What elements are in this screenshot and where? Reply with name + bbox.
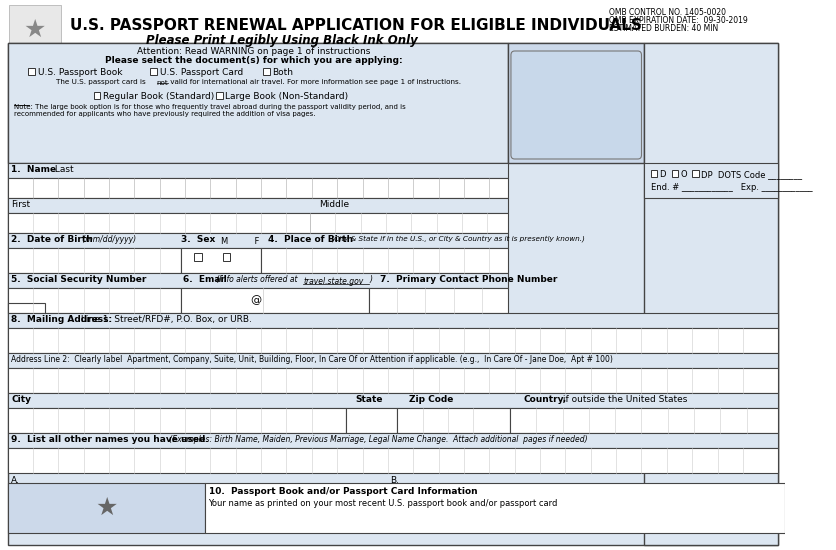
- Bar: [9, 5, 61, 55]
- Text: not: not: [157, 80, 169, 86]
- Bar: [181, 248, 261, 273]
- Text: Country,: Country,: [523, 395, 566, 404]
- Text: U.S. Passport Card: U.S. Passport Card: [160, 68, 243, 77]
- Bar: [8, 328, 777, 353]
- Text: @: @: [250, 295, 261, 305]
- Bar: [397, 408, 510, 433]
- Bar: [8, 393, 777, 408]
- Bar: [28, 68, 35, 75]
- Bar: [645, 163, 777, 198]
- Text: (Examples: Birth Name, Maiden, Previous Marriage, Legal Name Change.  Attach add: (Examples: Birth Name, Maiden, Previous …: [167, 435, 588, 444]
- Bar: [8, 198, 508, 213]
- Bar: [8, 163, 508, 178]
- Text: Zip Code: Zip Code: [409, 395, 453, 404]
- Bar: [8, 353, 777, 368]
- Text: Address Line 2:  Clearly label  Apartment, Company, Suite, Unit, Building, Floor: Address Line 2: Clearly label Apartment,…: [11, 355, 613, 364]
- Text: (Info alerts offered at: (Info alerts offered at: [214, 275, 300, 284]
- Bar: [692, 170, 699, 177]
- Text: Line 1: Street/RFD#, P.O. Box, or URB.: Line 1: Street/RFD#, P.O. Box, or URB.: [78, 315, 252, 324]
- Text: if outside the United States: if outside the United States: [560, 395, 687, 404]
- Text: 3.  Sex: 3. Sex: [181, 235, 216, 244]
- Bar: [8, 303, 45, 313]
- Bar: [8, 43, 508, 163]
- Text: (mm/dd/yyyy): (mm/dd/yyyy): [79, 235, 136, 244]
- Text: 10.  Passport Book and/or Passport Card Information: 10. Passport Book and/or Passport Card I…: [208, 487, 477, 496]
- Text: Large Book (Non-Standard): Large Book (Non-Standard): [226, 92, 349, 101]
- Bar: [8, 313, 777, 328]
- Text: City: City: [11, 395, 31, 404]
- Text: (City & State if in the U.S., or City & Country as it is presently known.): (City & State if in the U.S., or City & …: [329, 235, 584, 241]
- Bar: [181, 288, 370, 313]
- Bar: [8, 433, 777, 448]
- Text: B.: B.: [390, 476, 399, 485]
- Bar: [8, 248, 181, 273]
- Bar: [8, 288, 181, 313]
- Text: 6.  Email: 6. Email: [183, 275, 227, 284]
- Bar: [94, 92, 100, 99]
- Text: End. # ____________   Exp. ____________: End. # ____________ Exp. ____________: [651, 183, 813, 192]
- Text: Both: Both: [273, 68, 293, 77]
- Bar: [645, 43, 777, 545]
- Text: Please select the document(s) for which you are applying:: Please select the document(s) for which …: [104, 56, 402, 65]
- Bar: [8, 273, 508, 288]
- Text: OMB EXPIRATION DATE:  09-30-2019: OMB EXPIRATION DATE: 09-30-2019: [609, 16, 747, 25]
- Text: Attention: Read WARNING on page 1 of instructions: Attention: Read WARNING on page 1 of ins…: [137, 47, 370, 56]
- Bar: [8, 213, 508, 233]
- Bar: [345, 408, 397, 433]
- Text: 4.  Place of Birth: 4. Place of Birth: [268, 235, 353, 244]
- Text: The U.S. passport card is: The U.S. passport card is: [56, 79, 148, 85]
- Text: 7.  Primary Contact Phone Number: 7. Primary Contact Phone Number: [380, 275, 558, 284]
- Text: Middle: Middle: [319, 200, 349, 209]
- Text: ★: ★: [23, 18, 46, 42]
- Text: 8.  Mailing Address:: 8. Mailing Address:: [11, 315, 112, 324]
- Text: First: First: [11, 200, 30, 209]
- Bar: [195, 253, 202, 261]
- Text: ESTIMATED BURDEN: 40 MIN: ESTIMATED BURDEN: 40 MIN: [609, 24, 718, 33]
- Bar: [205, 483, 785, 533]
- Bar: [671, 170, 678, 177]
- Bar: [261, 248, 508, 273]
- Text: Note: The large book option is for those who frequently travel abroad during the: Note: The large book option is for those…: [14, 104, 405, 117]
- Text: 9.  List all other names you have used.: 9. List all other names you have used.: [11, 435, 209, 444]
- Bar: [8, 233, 508, 248]
- Text: DP  DOTS Code ________: DP DOTS Code ________: [701, 170, 802, 179]
- Text: D: D: [660, 170, 665, 179]
- FancyBboxPatch shape: [511, 51, 641, 159]
- Bar: [510, 408, 777, 433]
- Text: Last: Last: [52, 165, 74, 174]
- Text: ): ): [370, 275, 372, 284]
- Text: U.S. Passport Book: U.S. Passport Book: [38, 68, 122, 77]
- Text: State: State: [355, 395, 383, 404]
- Text: A.: A.: [11, 476, 20, 485]
- Text: Regular Book (Standard): Regular Book (Standard): [104, 92, 215, 101]
- Text: travel.state.gov: travel.state.gov: [303, 277, 364, 286]
- Bar: [263, 68, 269, 75]
- Text: valid for international air travel. For more information see page 1 of instructi: valid for international air travel. For …: [168, 79, 461, 85]
- Bar: [8, 448, 777, 473]
- Bar: [8, 408, 345, 433]
- Text: U.S. PASSPORT RENEWAL APPLICATION FOR ELIGIBLE INDIVIDUALS: U.S. PASSPORT RENEWAL APPLICATION FOR EL…: [70, 18, 642, 33]
- Bar: [508, 43, 645, 163]
- Bar: [216, 92, 222, 99]
- Bar: [8, 368, 777, 393]
- Text: OMB CONTROL NO. 1405-0020: OMB CONTROL NO. 1405-0020: [609, 8, 726, 17]
- Bar: [8, 178, 508, 198]
- Bar: [150, 68, 157, 75]
- Text: 2.  Date of Birth: 2. Date of Birth: [11, 235, 93, 244]
- Text: ★: ★: [95, 496, 117, 520]
- Bar: [222, 253, 230, 261]
- Text: O: O: [680, 170, 686, 179]
- Text: 1.  Name: 1. Name: [11, 165, 56, 174]
- Text: Your name as printed on your most recent U.S. passport book and/or passport card: Your name as printed on your most recent…: [208, 499, 558, 508]
- Text: M          F: M F: [221, 237, 259, 246]
- Bar: [651, 170, 657, 177]
- Text: Please Print Legibly Using Black Ink Only: Please Print Legibly Using Black Ink Onl…: [146, 34, 418, 47]
- Bar: [370, 288, 508, 313]
- Text: 5.  Social Security Number: 5. Social Security Number: [11, 275, 146, 284]
- Bar: [8, 483, 205, 533]
